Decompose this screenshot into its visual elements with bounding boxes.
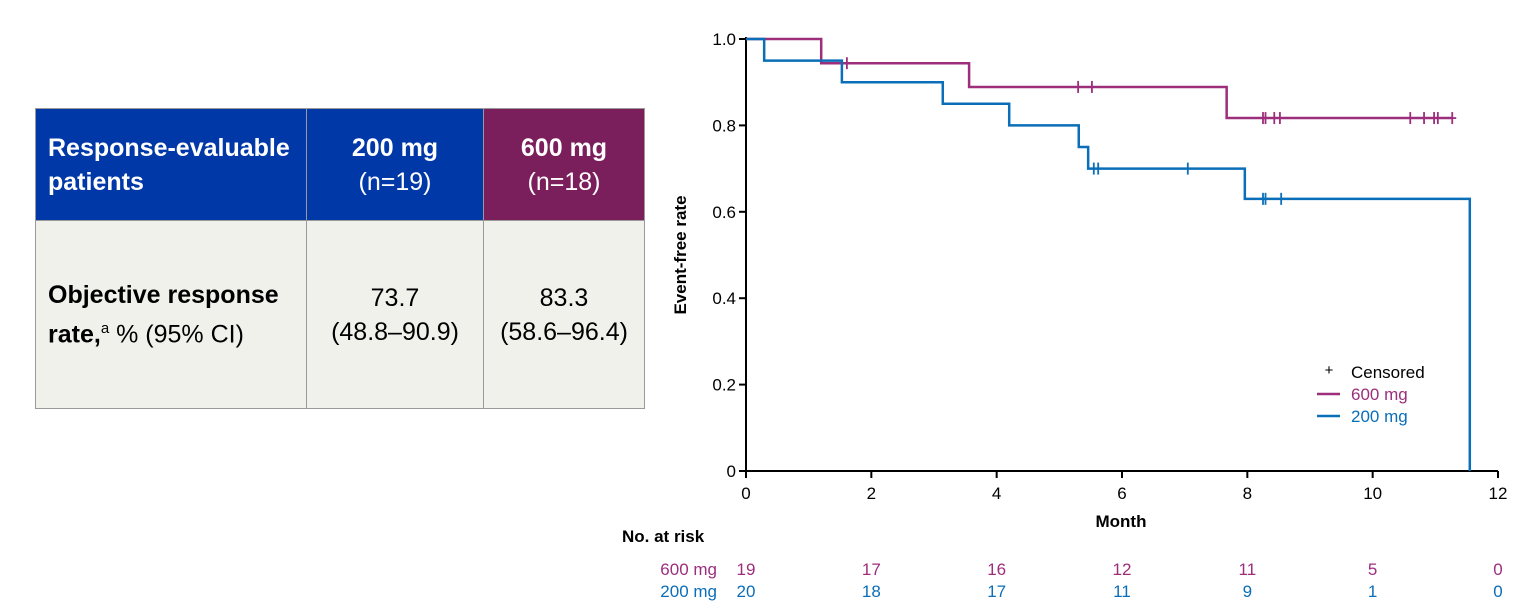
y-tick-label: 0	[727, 462, 736, 481]
risk-count: 18	[862, 582, 881, 601]
x-tick-label: 2	[867, 484, 876, 503]
risk-row-label: 200 mg	[660, 582, 717, 601]
x-tick-label: 10	[1363, 484, 1382, 503]
orr-600mg-value: 83.3	[539, 283, 589, 312]
legend-label: 200 mg	[1351, 407, 1408, 426]
orr-600mg: 83.3 (58.6–96.4)	[483, 220, 645, 409]
y-tick-label: 0.6	[712, 203, 736, 222]
km-curve-600mg	[746, 37, 1453, 120]
header-600mg-title: 600 mg	[520, 133, 608, 162]
risk-count: 11	[1239, 560, 1257, 579]
response-table: Response-evaluable patients 200 mg (n=19…	[35, 108, 645, 409]
orr-200mg-ci: (48.8–90.9)	[331, 317, 459, 346]
risk-count: 17	[987, 582, 1006, 601]
risk-count: 5	[1368, 560, 1377, 579]
x-tick-label: 12	[1489, 484, 1508, 503]
km-curve-200mg	[746, 37, 1472, 471]
y-tick-label: 1.0	[712, 30, 736, 49]
row-label-bold: Objective response rate,	[48, 280, 279, 349]
x-tick-label: 6	[1117, 484, 1126, 503]
risk-row-label: 600 mg	[660, 560, 717, 579]
legend-censored-label: Censored	[1351, 363, 1425, 382]
table-row-orr: Objective response rate,a % (95% CI) 73.…	[35, 220, 645, 409]
legend-label: 600 mg	[1351, 385, 1408, 404]
orr-600mg-ci: (58.6–96.4)	[500, 317, 628, 346]
risk-count: 0	[1493, 560, 1502, 579]
risk-count: 0	[1493, 582, 1502, 601]
risk-count: 11	[1113, 582, 1131, 601]
risk-count: 20	[737, 582, 756, 601]
row-label: Objective response rate,a % (95% CI)	[35, 220, 307, 409]
header-200mg-title: 200 mg	[351, 133, 439, 162]
orr-200mg-value: 73.7	[370, 283, 420, 312]
x-axis-title: Month	[1096, 512, 1147, 531]
y-axis-title: Event-free rate	[671, 195, 690, 314]
legend-censored-icon: +	[1325, 362, 1334, 379]
x-tick-label: 4	[992, 484, 1001, 503]
header-200mg: 200 mg (n=19)	[306, 108, 484, 221]
footnote-a: a	[100, 319, 110, 337]
risk-count: 19	[737, 560, 756, 579]
x-tick-label: 8	[1243, 484, 1252, 503]
y-tick-label: 0.8	[712, 116, 736, 135]
risk-count: 12	[1113, 560, 1132, 579]
y-tick-label: 0.2	[712, 376, 736, 395]
header-600mg-n: (n=18)	[527, 167, 601, 196]
risk-count: 9	[1243, 582, 1252, 601]
header-600mg: 600 mg (n=18)	[483, 108, 645, 221]
header-200mg-n: (n=19)	[358, 167, 432, 196]
x-tick-label: 0	[741, 484, 750, 503]
table-header-row: Response-evaluable patients 200 mg (n=19…	[35, 108, 645, 221]
risk-count: 1	[1368, 582, 1377, 601]
y-tick-label: 0.4	[712, 289, 736, 308]
risk-count: 16	[987, 560, 1006, 579]
risk-table-title: No. at risk	[622, 527, 705, 546]
row-label-rest: % (95% CI)	[109, 320, 244, 349]
header-label: Response-evaluable patients	[35, 108, 307, 221]
risk-count: 17	[862, 560, 881, 579]
